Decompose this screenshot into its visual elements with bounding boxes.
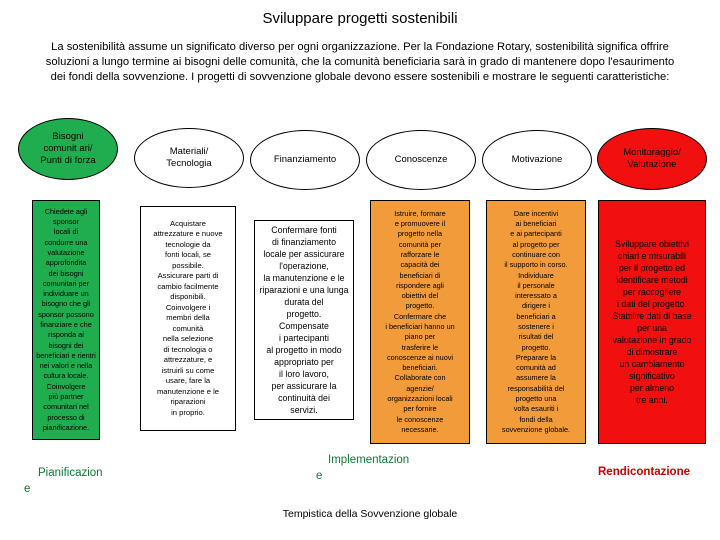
box-funding: Confermare fonti di finanziamento locale… — [254, 220, 354, 420]
heading-knowledge: Conoscenze — [366, 130, 476, 190]
box-monitoring-evaluation: Sviluppare obiettivi chiari e misurabili… — [598, 200, 706, 444]
heading-funding: Finanziamento — [250, 130, 360, 190]
box-knowledge: Istruire, formare e promuovere il proget… — [370, 200, 470, 444]
intro-paragraph: La sostenibilità assume un significato d… — [45, 41, 675, 83]
heading-materials-technology: Materiali/ Tecnologia — [134, 128, 244, 188]
box-monitoring-evaluation-text: Sviluppare obiettivi chiari e misurabili… — [612, 239, 692, 405]
phase-planning: Pianificazion e — [24, 467, 103, 495]
page-title: Sviluppare progetti sostenibili — [262, 10, 458, 27]
box-community-needs-text: Chiedete agli sponsor locali di condurre… — [36, 206, 96, 432]
heading-materials-technology-label: Materiali/ Tecnologia — [166, 146, 212, 169]
box-funding-text: Confermare fonti di finanziamento locale… — [259, 225, 349, 415]
box-knowledge-text: Istruire, formare e promuovere il proget… — [385, 208, 455, 434]
heading-motivation: Motivazione — [482, 130, 592, 190]
box-materials-technology-text: Acquistare attrezzature e nuove tecnolog… — [153, 218, 223, 417]
heading-community-needs-label: Bisogni comunit ari/ Punti di forza — [40, 131, 96, 166]
heading-monitoring-evaluation-label: Monitoraggio/ Valutazione — [623, 147, 681, 170]
heading-monitoring-evaluation: Monitoraggio/ Valutazione — [597, 128, 707, 190]
box-motivation: Dare incentivi ai beneficiari e ai parte… — [486, 200, 586, 444]
phase-implementation: Implementazion e — [316, 454, 410, 482]
box-materials-technology: Acquistare attrezzature e nuove tecnolog… — [140, 206, 236, 431]
heading-motivation-label: Motivazione — [511, 154, 563, 165]
heading-community-needs: Bisogni comunit ari/ Punti di forza — [18, 118, 118, 180]
heading-knowledge-label: Conoscenze — [394, 154, 448, 165]
box-motivation-text: Dare incentivi ai beneficiari e ai parte… — [501, 208, 571, 434]
phase-reporting: Rendicontazione — [598, 466, 691, 478]
grant-timeline-caption: Tempistica della Sovvenzione globale — [282, 508, 458, 520]
heading-funding-label: Finanziamento — [273, 154, 337, 165]
box-community-needs: Chiedete agli sponsor locali di condurre… — [32, 200, 100, 440]
